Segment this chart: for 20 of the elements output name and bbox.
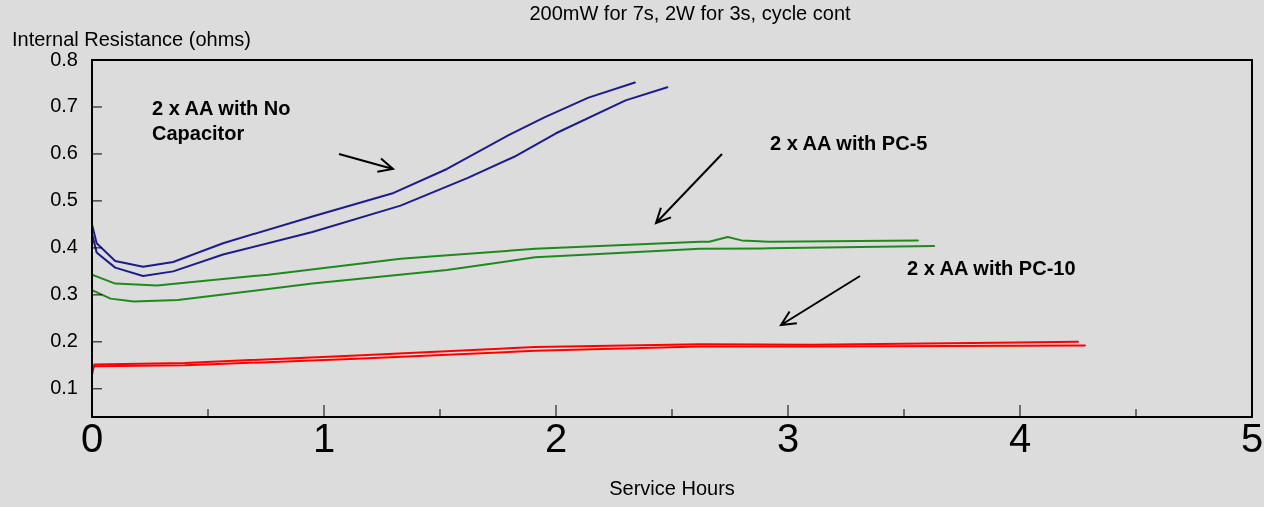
y-tick-label: 0.3 [50,282,78,305]
y-tick-label: 0.2 [50,329,78,352]
x-tick-label: 2 [544,416,568,461]
annotation: 2 x AA with PC-10 [907,256,1076,281]
y-tick-label: 0.6 [50,141,78,164]
x-axis-title: Service Hours [609,476,735,499]
x-tick-label: 4 [1008,416,1032,461]
y-tick-label: 0.8 [50,47,78,70]
annotation: 2 x AA with PC-5 [770,131,928,156]
y-tick-label: 0.1 [50,376,78,399]
y-tick-label: 0.4 [50,235,78,258]
x-tick-label: 3 [776,416,800,461]
y-tick-label: 0.5 [50,188,78,211]
x-tick-label: 1 [312,416,336,461]
x-tick-label: 5 [1240,416,1264,461]
chart-title: 200mW for 7s, 2W for 3s, cycle cont [529,1,852,24]
annotation: 2 x AA with No Capacitor [152,96,292,146]
y-axis-title: Internal Resistance (ohms) [12,27,251,50]
y-tick-label: 0.7 [50,94,78,117]
x-tick-label: 0 [80,416,104,461]
